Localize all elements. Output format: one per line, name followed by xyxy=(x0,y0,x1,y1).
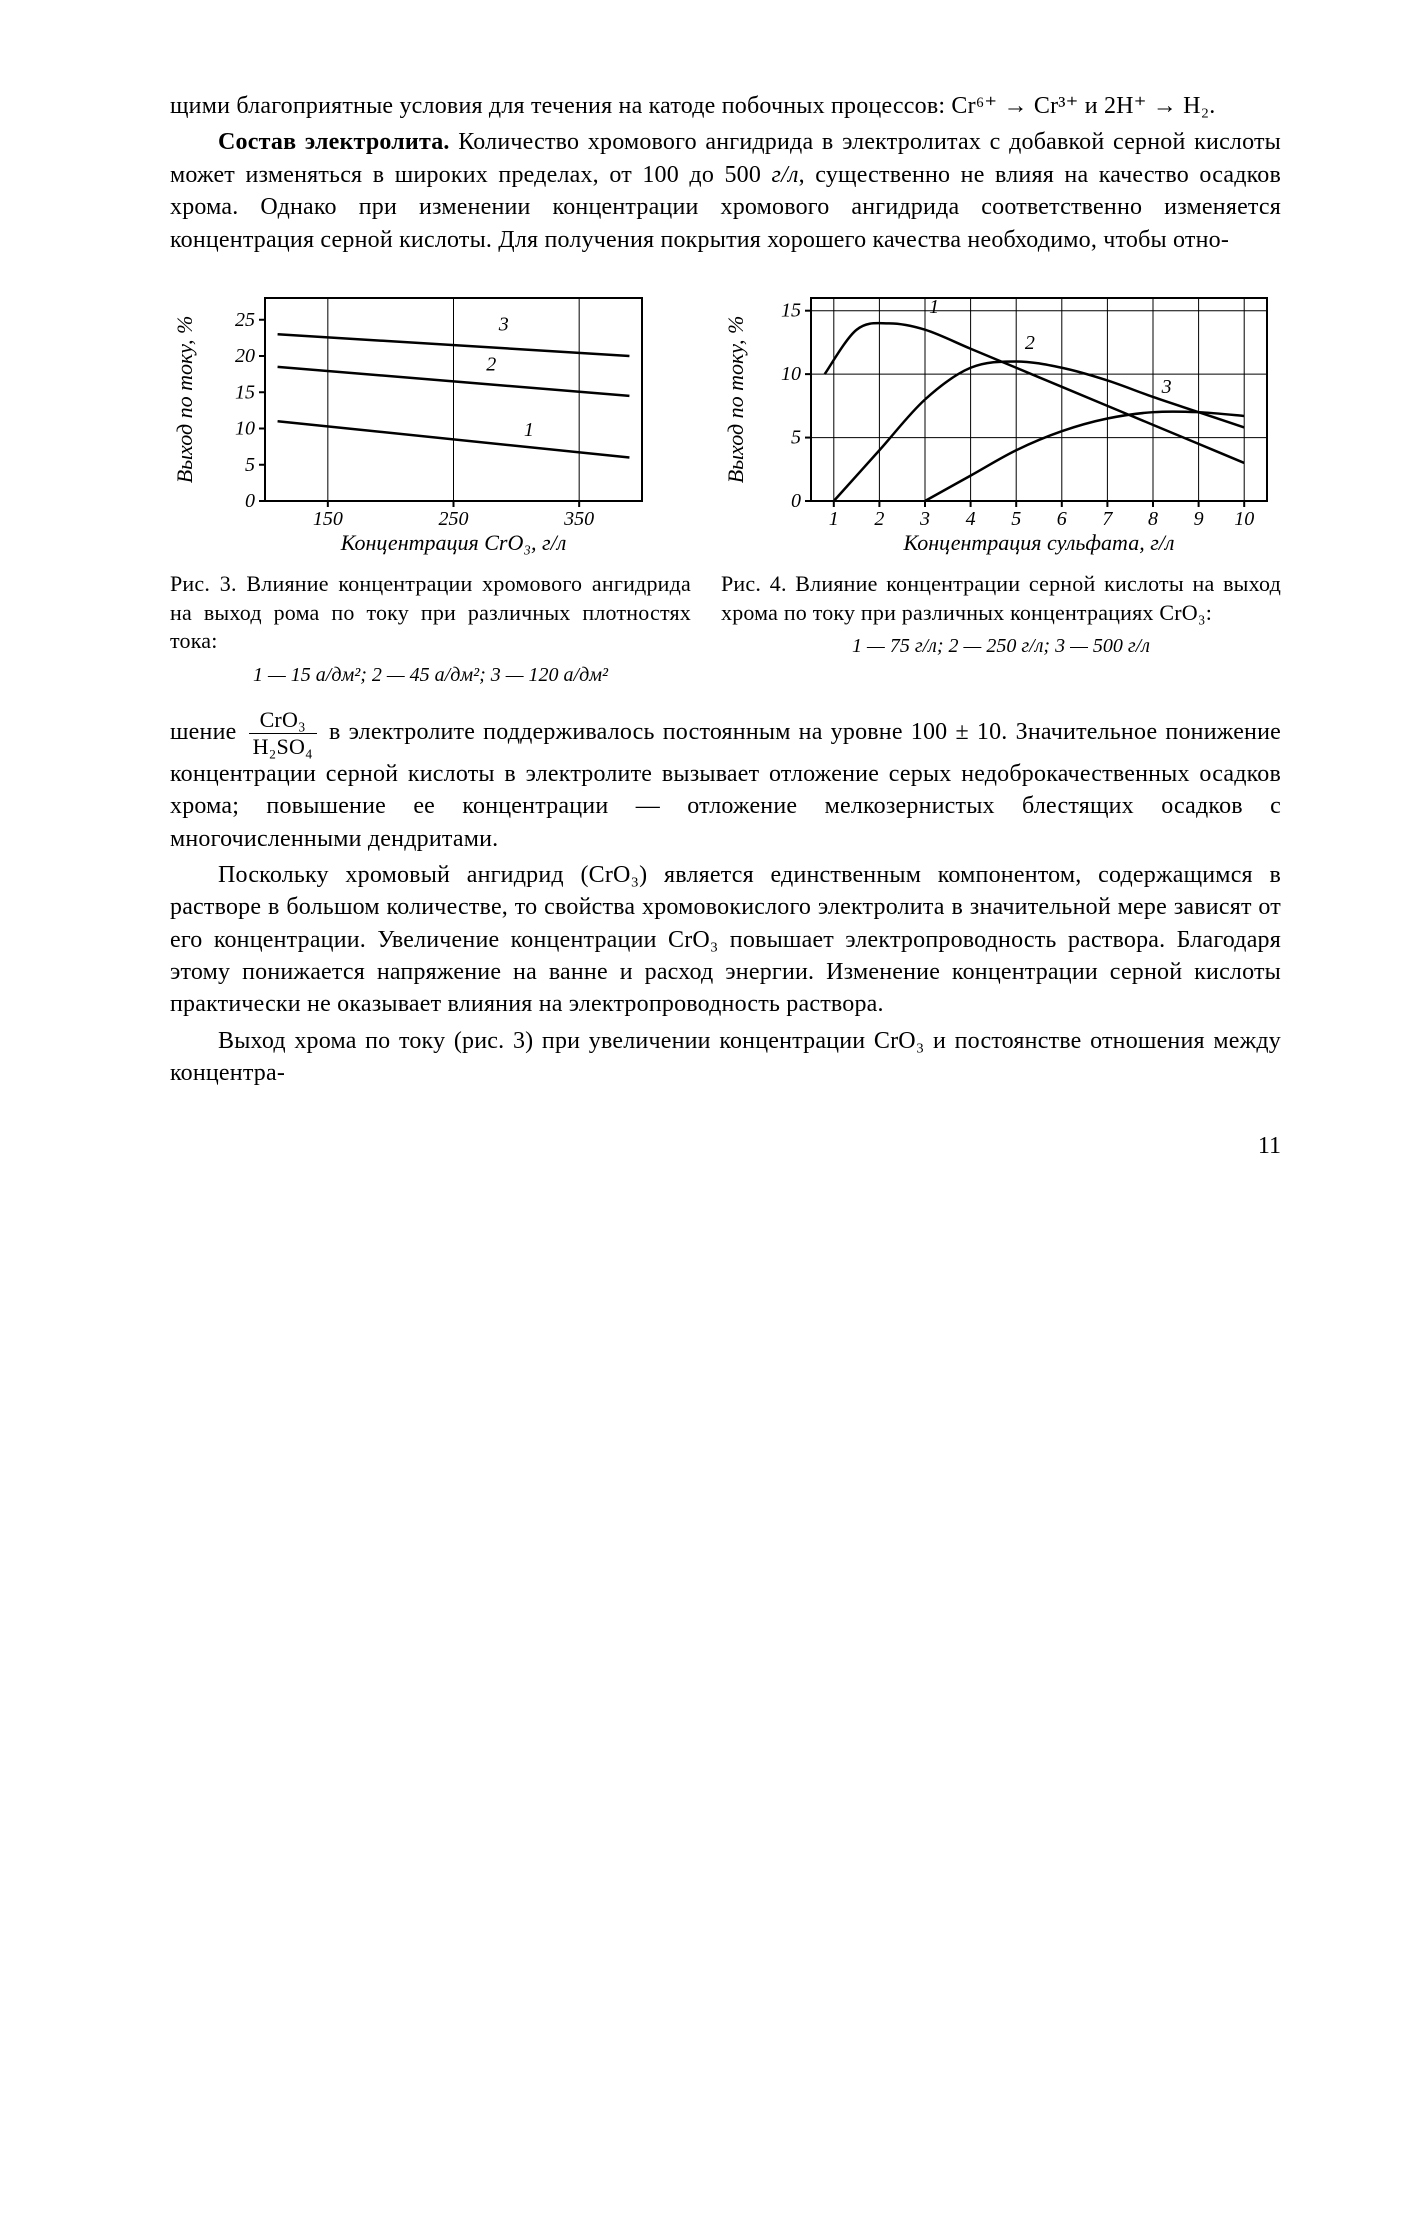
svg-text:350: 350 xyxy=(563,508,594,530)
svg-text:25: 25 xyxy=(235,309,255,331)
chart-fig4: 05101512345678910123Концентрация сульфат… xyxy=(721,286,1281,556)
svg-text:3: 3 xyxy=(498,314,509,336)
svg-text:15: 15 xyxy=(235,381,255,403)
figures-row: 0510152025150250350123Концентрация CrO₃,… xyxy=(170,286,1281,689)
svg-text:2: 2 xyxy=(1025,332,1035,354)
chart-fig3: 0 5 10 15 20 25 150 250 350 1 23 Концентрация CrO₃,… xyxy=(170,286,660,556)
figure-3: 0 5 10 15 20 25 150 250 350 1 23 Концентрация CrO₃,… xyxy=(170,286,691,689)
svg-text:9: 9 xyxy=(1194,508,1204,530)
svg-text:20: 20 xyxy=(235,345,255,367)
svg-text:8: 8 xyxy=(1148,508,1158,530)
svg-text:Концентрация сульфата, г/л: Концентрация сульфата, г/л xyxy=(903,530,1175,555)
figure-4: 05101512345678910123Концентрация сульфат… xyxy=(721,286,1281,660)
svg-text:4: 4 xyxy=(966,508,976,530)
figure-4-caption: Рис. 4. Влияние концентрации серной кисл… xyxy=(721,570,1281,627)
svg-text:0: 0 xyxy=(245,490,255,512)
svg-text:250: 250 xyxy=(439,508,469,530)
figure-3-caption: Рис. 3. Влияние концентрации хромового а… xyxy=(170,570,691,656)
svg-text:10: 10 xyxy=(235,417,255,439)
svg-text:Концентрация CrO₃, г/л: Концентрация CrO₃, г/л xyxy=(340,530,567,555)
section-heading: Состав электролита. xyxy=(218,129,450,155)
svg-text:0: 0 xyxy=(791,490,801,512)
svg-text:5: 5 xyxy=(791,427,801,449)
svg-text:3: 3 xyxy=(919,508,930,530)
paragraph-5: Выход хрома по току (рис. 3) при увеличе… xyxy=(170,1025,1281,1090)
svg-text:7: 7 xyxy=(1102,508,1113,530)
svg-text:10: 10 xyxy=(1234,508,1254,530)
svg-text:5: 5 xyxy=(245,454,255,476)
paragraph-3: шение CrO₃H₂SO₄ в электролите поддержива… xyxy=(170,709,1281,855)
paragraph-1: щими благоприятные условия для течения н… xyxy=(170,90,1281,122)
svg-text:Выход по току, %: Выход по току, % xyxy=(172,316,197,484)
fraction: CrO₃H₂SO₄ xyxy=(249,709,317,758)
figure-4-legend: 1 — 75 г/л; 2 — 250 г/л; 3 — 500 г/л xyxy=(721,633,1281,660)
svg-text:5: 5 xyxy=(1011,508,1021,530)
svg-text:1: 1 xyxy=(524,419,534,441)
paragraph-4: Поскольку хромовый ангидрид (CrO₃) являе… xyxy=(170,859,1281,1021)
svg-text:2: 2 xyxy=(874,508,884,530)
svg-text:150: 150 xyxy=(313,508,343,530)
svg-text:1: 1 xyxy=(829,508,839,530)
page-number: 11 xyxy=(170,1130,1281,1162)
svg-text:15: 15 xyxy=(781,300,801,322)
svg-text:10: 10 xyxy=(781,363,801,385)
svg-text:Выход по току, %: Выход по току, % xyxy=(723,316,748,484)
svg-text:1: 1 xyxy=(929,296,939,318)
svg-text:2: 2 xyxy=(486,353,496,375)
svg-text:6: 6 xyxy=(1057,508,1067,530)
svg-text:3: 3 xyxy=(1161,376,1172,398)
figure-3-legend: 1 — 15 а/дм²; 2 — 45 а/дм²; 3 — 120 а/дм… xyxy=(170,662,691,689)
paragraph-2: Состав электролита. Количество хромового… xyxy=(170,126,1281,256)
